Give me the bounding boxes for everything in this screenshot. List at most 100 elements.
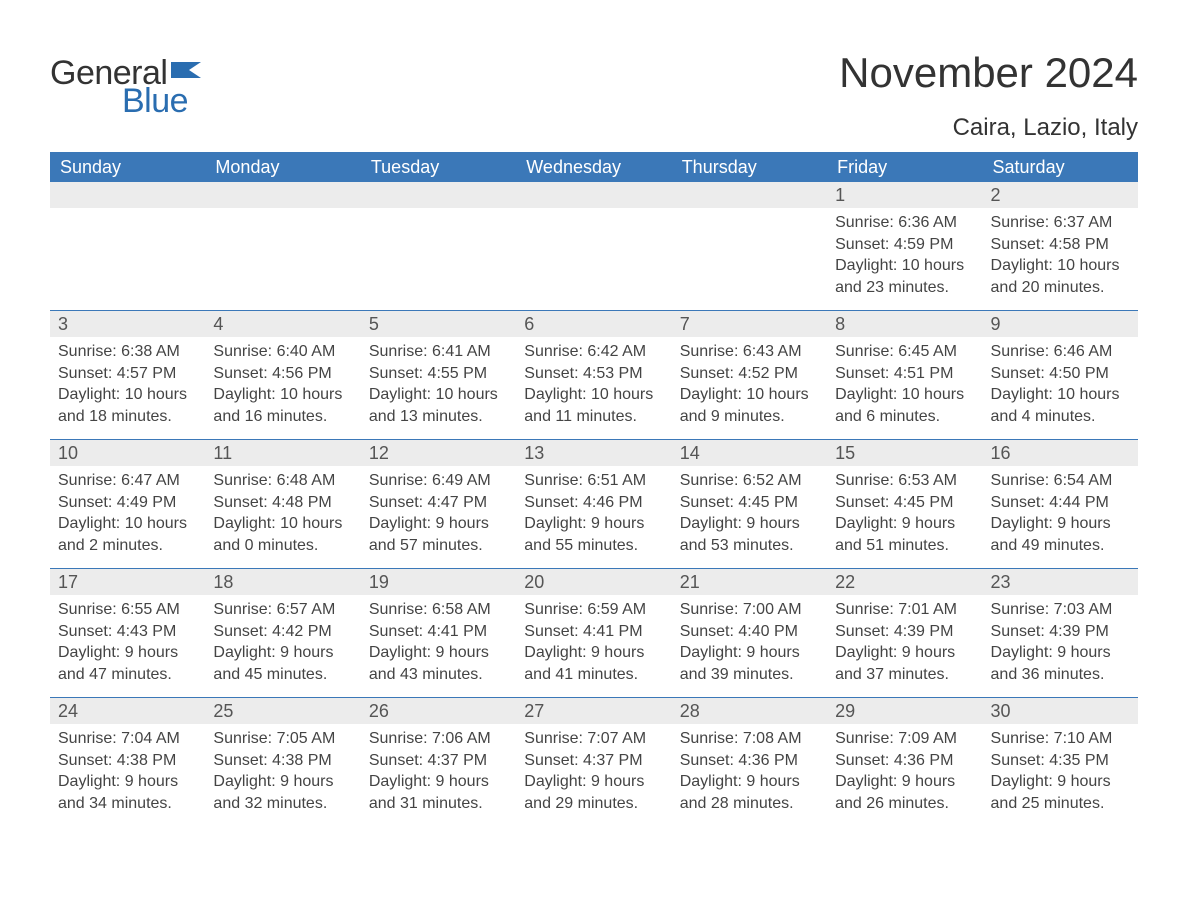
daylight-line-1: Daylight: 10 hours — [58, 384, 197, 406]
daylight-line-2: and 4 minutes. — [991, 406, 1130, 428]
daylight-line-1: Daylight: 9 hours — [835, 513, 974, 535]
weeks-container: 1Sunrise: 6:36 AMSunset: 4:59 PMDaylight… — [50, 182, 1138, 826]
calendar-cell: 3Sunrise: 6:38 AMSunset: 4:57 PMDaylight… — [50, 311, 205, 439]
sunrise-line: Sunrise: 6:46 AM — [991, 341, 1130, 363]
cell-body: Sunrise: 6:58 AMSunset: 4:41 PMDaylight:… — [361, 595, 516, 691]
sunset-line: Sunset: 4:46 PM — [524, 492, 663, 514]
daylight-line-2: and 0 minutes. — [213, 535, 352, 557]
cell-body: Sunrise: 6:49 AMSunset: 4:47 PMDaylight:… — [361, 466, 516, 562]
sunset-line: Sunset: 4:38 PM — [213, 750, 352, 772]
day-number: 4 — [205, 311, 360, 337]
sunset-line: Sunset: 4:48 PM — [213, 492, 352, 514]
day-number: 28 — [672, 698, 827, 724]
cell-body: Sunrise: 7:09 AMSunset: 4:36 PMDaylight:… — [827, 724, 982, 820]
calendar-cell: 25Sunrise: 7:05 AMSunset: 4:38 PMDayligh… — [205, 698, 360, 826]
sunrise-line: Sunrise: 6:41 AM — [369, 341, 508, 363]
daylight-line-2: and 39 minutes. — [680, 664, 819, 686]
calendar-cell — [516, 182, 671, 310]
cell-body: Sunrise: 6:52 AMSunset: 4:45 PMDaylight:… — [672, 466, 827, 562]
calendar-cell: 2Sunrise: 6:37 AMSunset: 4:58 PMDaylight… — [983, 182, 1138, 310]
sunrise-line: Sunrise: 6:43 AM — [680, 341, 819, 363]
day-number: 18 — [205, 569, 360, 595]
daylight-line-1: Daylight: 9 hours — [369, 513, 508, 535]
daylight-line-1: Daylight: 9 hours — [524, 642, 663, 664]
cell-body: Sunrise: 6:51 AMSunset: 4:46 PMDaylight:… — [516, 466, 671, 562]
cell-body: Sunrise: 7:08 AMSunset: 4:36 PMDaylight:… — [672, 724, 827, 820]
calendar-cell: 17Sunrise: 6:55 AMSunset: 4:43 PMDayligh… — [50, 569, 205, 697]
sunrise-line: Sunrise: 7:05 AM — [213, 728, 352, 750]
daylight-line-2: and 23 minutes. — [835, 277, 974, 299]
calendar-cell: 7Sunrise: 6:43 AMSunset: 4:52 PMDaylight… — [672, 311, 827, 439]
sunset-line: Sunset: 4:41 PM — [369, 621, 508, 643]
sunrise-line: Sunrise: 6:37 AM — [991, 212, 1130, 234]
daylight-line-1: Daylight: 10 hours — [835, 384, 974, 406]
day-number: 30 — [983, 698, 1138, 724]
sunrise-line: Sunrise: 6:42 AM — [524, 341, 663, 363]
sunset-line: Sunset: 4:43 PM — [58, 621, 197, 643]
daylight-line-1: Daylight: 9 hours — [680, 642, 819, 664]
daylight-line-1: Daylight: 9 hours — [835, 642, 974, 664]
sunset-line: Sunset: 4:51 PM — [835, 363, 974, 385]
day-number: 27 — [516, 698, 671, 724]
calendar-cell: 18Sunrise: 6:57 AMSunset: 4:42 PMDayligh… — [205, 569, 360, 697]
sunrise-line: Sunrise: 6:51 AM — [524, 470, 663, 492]
cell-body: Sunrise: 6:42 AMSunset: 4:53 PMDaylight:… — [516, 337, 671, 433]
day-number: 23 — [983, 569, 1138, 595]
daylight-line-1: Daylight: 9 hours — [991, 642, 1130, 664]
day-number: 6 — [516, 311, 671, 337]
cell-body: Sunrise: 7:01 AMSunset: 4:39 PMDaylight:… — [827, 595, 982, 691]
daylight-line-2: and 9 minutes. — [680, 406, 819, 428]
daylight-line-1: Daylight: 10 hours — [213, 513, 352, 535]
week-row: 1Sunrise: 6:36 AMSunset: 4:59 PMDaylight… — [50, 182, 1138, 310]
location-subtitle: Caira, Lazio, Italy — [839, 114, 1138, 142]
sunrise-line: Sunrise: 7:03 AM — [991, 599, 1130, 621]
daylight-line-2: and 25 minutes. — [991, 793, 1130, 815]
daylight-line-2: and 31 minutes. — [369, 793, 508, 815]
daylight-line-2: and 41 minutes. — [524, 664, 663, 686]
daylight-line-2: and 2 minutes. — [58, 535, 197, 557]
daylight-line-1: Daylight: 10 hours — [524, 384, 663, 406]
day-number: 13 — [516, 440, 671, 466]
daylight-line-2: and 16 minutes. — [213, 406, 352, 428]
sunset-line: Sunset: 4:52 PM — [680, 363, 819, 385]
calendar-cell: 16Sunrise: 6:54 AMSunset: 4:44 PMDayligh… — [983, 440, 1138, 568]
sunset-line: Sunset: 4:49 PM — [58, 492, 197, 514]
day-number: 25 — [205, 698, 360, 724]
week-row: 24Sunrise: 7:04 AMSunset: 4:38 PMDayligh… — [50, 697, 1138, 826]
calendar-cell: 28Sunrise: 7:08 AMSunset: 4:36 PMDayligh… — [672, 698, 827, 826]
sunrise-line: Sunrise: 6:58 AM — [369, 599, 508, 621]
calendar-cell: 9Sunrise: 6:46 AMSunset: 4:50 PMDaylight… — [983, 311, 1138, 439]
sunset-line: Sunset: 4:37 PM — [524, 750, 663, 772]
cell-body: Sunrise: 6:47 AMSunset: 4:49 PMDaylight:… — [50, 466, 205, 562]
day-number: 2 — [983, 182, 1138, 208]
calendar-cell: 15Sunrise: 6:53 AMSunset: 4:45 PMDayligh… — [827, 440, 982, 568]
calendar-cell — [672, 182, 827, 310]
sunset-line: Sunset: 4:36 PM — [680, 750, 819, 772]
sunset-line: Sunset: 4:56 PM — [213, 363, 352, 385]
daylight-line-2: and 18 minutes. — [58, 406, 197, 428]
day-number — [672, 182, 827, 208]
cell-body: Sunrise: 6:40 AMSunset: 4:56 PMDaylight:… — [205, 337, 360, 433]
brand-logo: General Blue — [50, 50, 203, 118]
daylight-line-1: Daylight: 9 hours — [524, 771, 663, 793]
day-number: 21 — [672, 569, 827, 595]
sunrise-line: Sunrise: 6:53 AM — [835, 470, 974, 492]
daylight-line-1: Daylight: 9 hours — [991, 513, 1130, 535]
daylight-line-1: Daylight: 10 hours — [991, 255, 1130, 277]
day-number: 7 — [672, 311, 827, 337]
daylight-line-1: Daylight: 10 hours — [213, 384, 352, 406]
calendar-cell: 24Sunrise: 7:04 AMSunset: 4:38 PMDayligh… — [50, 698, 205, 826]
month-title: November 2024 — [839, 50, 1138, 96]
flag-icon — [171, 50, 203, 84]
calendar-cell: 29Sunrise: 7:09 AMSunset: 4:36 PMDayligh… — [827, 698, 982, 826]
daylight-line-1: Daylight: 9 hours — [991, 771, 1130, 793]
header: General Blue November 2024 Caira, Lazio,… — [50, 50, 1138, 142]
sunrise-line: Sunrise: 6:47 AM — [58, 470, 197, 492]
calendar-cell: 21Sunrise: 7:00 AMSunset: 4:40 PMDayligh… — [672, 569, 827, 697]
calendar-cell: 26Sunrise: 7:06 AMSunset: 4:37 PMDayligh… — [361, 698, 516, 826]
cell-body: Sunrise: 7:05 AMSunset: 4:38 PMDaylight:… — [205, 724, 360, 820]
calendar-cell: 13Sunrise: 6:51 AMSunset: 4:46 PMDayligh… — [516, 440, 671, 568]
calendar-table: SundayMondayTuesdayWednesdayThursdayFrid… — [50, 152, 1138, 826]
daylight-line-2: and 6 minutes. — [835, 406, 974, 428]
day-header: Friday — [827, 157, 982, 178]
